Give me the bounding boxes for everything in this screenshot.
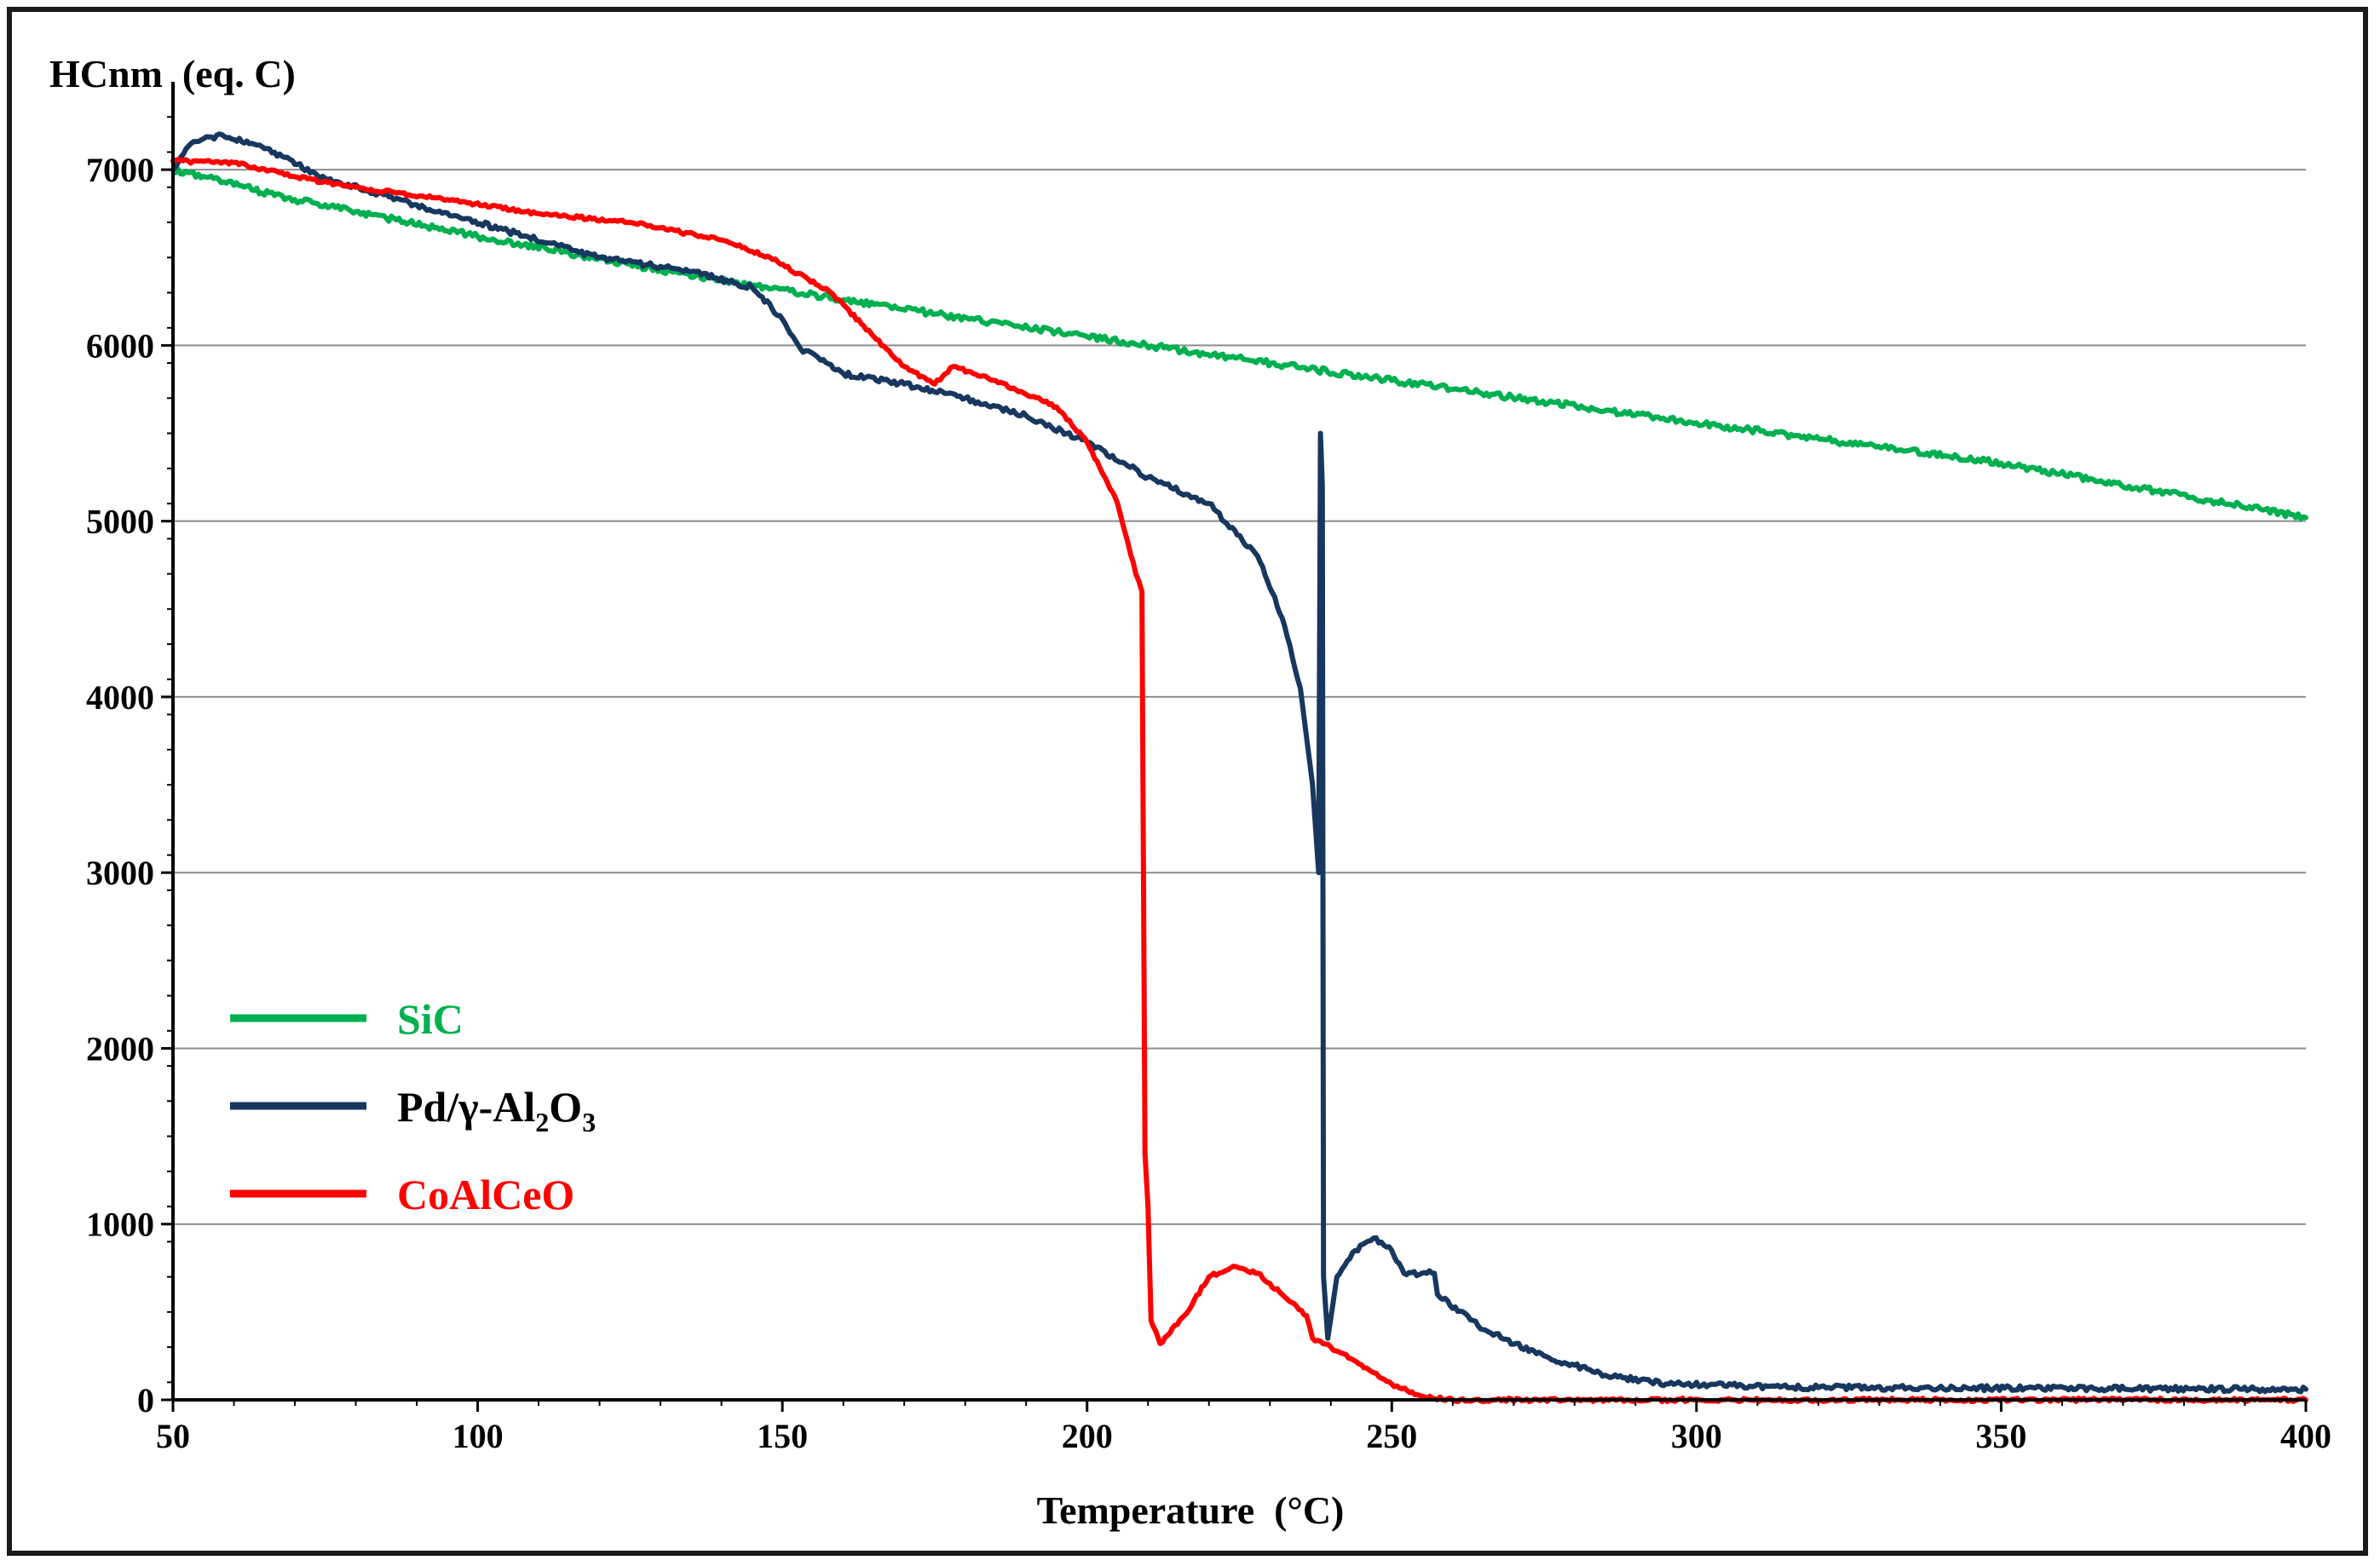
gridlines xyxy=(173,170,2306,1224)
x-tick-label-350: 350 xyxy=(1975,1417,2026,1455)
y-tick-label-7000: 7000 xyxy=(86,151,154,189)
y-tick-label-4000: 4000 xyxy=(86,678,154,717)
legend-label-coalceo: CoAlCeO xyxy=(397,1171,574,1218)
y-tick-label-6000: 6000 xyxy=(86,326,154,365)
legend-label-sic: SiC xyxy=(397,995,464,1043)
line-chart: 01000200030004000500060007000 50 100 150 20… xyxy=(0,0,2380,1566)
x-tick-label-100: 100 xyxy=(452,1417,504,1455)
x-axis-ticks: 50 100 150 200 250 300 350 400 xyxy=(156,1400,2331,1455)
y-axis-title: HCnm (eq. C) xyxy=(49,52,296,95)
legend: SiC Pd/γ-Al2O3 CoAlCeO xyxy=(230,995,596,1218)
legend-pd-sub1: 2 xyxy=(535,1107,549,1137)
legend-pd-mid: O xyxy=(549,1083,582,1131)
x-tick-label-400: 400 xyxy=(2280,1417,2331,1455)
x-tick-label-50: 50 xyxy=(156,1417,190,1455)
y-tick-label-3000: 3000 xyxy=(86,854,154,892)
y-tick-label-5000: 5000 xyxy=(86,503,154,541)
x-tick-label-200: 200 xyxy=(1062,1417,1113,1455)
x-tick-label-150: 150 xyxy=(757,1417,808,1455)
legend-pd-main: Pd/γ-Al xyxy=(397,1083,535,1131)
series-line-sic xyxy=(173,169,2306,519)
x-axis-title: Temperature (°C) xyxy=(1037,1488,1345,1532)
legend-label-pd: Pd/γ-Al2O3 xyxy=(397,1083,596,1137)
x-tick-label-300: 300 xyxy=(1671,1417,1722,1455)
y-axis-ticks: 0 1000 2000 3000 4000 5000 6000 7000 xyxy=(86,117,173,1419)
x-tick-label-250: 250 xyxy=(1366,1417,1417,1455)
y-tick-label-1000: 1000 xyxy=(86,1206,154,1244)
y-tick-label-0: 0 xyxy=(137,1381,154,1419)
legend-pd-sub2: 3 xyxy=(582,1107,596,1137)
y-tick-label-2000: 2000 xyxy=(86,1029,154,1068)
